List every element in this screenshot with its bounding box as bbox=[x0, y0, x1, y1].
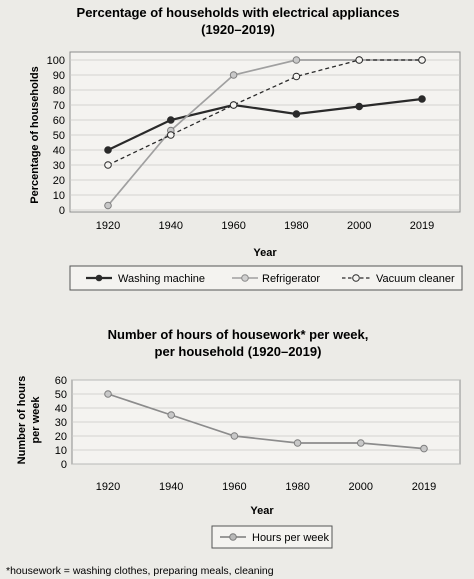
x-tick-1980: 1980 bbox=[285, 481, 309, 493]
chart-2-title: Number of hours of housework* per week, bbox=[108, 327, 369, 342]
y-tick-20: 20 bbox=[53, 175, 65, 187]
legend-item-refrigerator: Refrigerator bbox=[232, 273, 320, 285]
chart-1-y-ticks: 0 10 20 30 40 50 60 70 80 90 100 bbox=[47, 55, 65, 217]
y-tick-80: 80 bbox=[53, 85, 65, 97]
x-tick-2000: 2000 bbox=[347, 220, 371, 232]
point-hours-per-week-1920 bbox=[104, 390, 112, 398]
y-tick-10: 10 bbox=[55, 445, 67, 457]
chart-1: Percentage of households with electrical… bbox=[29, 5, 463, 291]
x-tick-1980: 1980 bbox=[284, 220, 308, 232]
point-refrigerator-1960 bbox=[229, 71, 238, 79]
point-hours-per-week-1980 bbox=[293, 439, 302, 447]
point-washing-machine-1920 bbox=[104, 146, 112, 154]
y-tick-100: 100 bbox=[47, 55, 65, 67]
legend-label-hours-per-week: Hours per week bbox=[252, 532, 330, 544]
x-tick-2019: 2019 bbox=[412, 481, 436, 493]
point-washing-machine-1980 bbox=[292, 110, 301, 118]
chart-2-x-ticks: 1920 1940 1960 1980 2000 2019 bbox=[96, 481, 436, 493]
chart-2: Number of hours of housework* per week, … bbox=[16, 327, 461, 549]
chart-2-y-axis-label-line-2: per week bbox=[30, 396, 42, 444]
chart-1-x-axis-label: Year bbox=[253, 247, 277, 259]
chart-1-x-ticks: 1920 1940 1960 1980 2000 2019 bbox=[96, 220, 434, 232]
legend-item-vacuum-cleaner: Vacuum cleaner bbox=[342, 273, 455, 285]
legend-marker-washing-machine bbox=[95, 274, 103, 282]
chart-2-series bbox=[104, 390, 428, 453]
y-tick-30: 30 bbox=[53, 160, 65, 172]
series-line-hours-per-week bbox=[107, 393, 425, 450]
series-line-washing-machine bbox=[107, 97, 423, 151]
y-tick-0: 0 bbox=[59, 205, 65, 217]
legend-label-vacuum-cleaner: Vacuum cleaner bbox=[376, 273, 455, 285]
point-washing-machine-1940 bbox=[167, 116, 175, 124]
chart-2-y-ticks: 0 10 20 30 40 50 60 bbox=[55, 375, 67, 471]
legend-label-refrigerator: Refrigerator bbox=[262, 273, 320, 285]
chart-1-legend-box bbox=[69, 265, 463, 291]
point-vacuum-cleaner-1980 bbox=[292, 72, 301, 81]
y-tick-90: 90 bbox=[53, 70, 65, 82]
x-tick-2000: 2000 bbox=[349, 481, 373, 493]
point-refrigerator-1920 bbox=[104, 201, 112, 210]
series-vacuum-cleaner bbox=[104, 56, 426, 169]
series-washing-machine bbox=[104, 95, 426, 154]
chart-1-subtitle: (1920–2019) bbox=[201, 22, 275, 37]
y-tick-50: 50 bbox=[55, 389, 67, 401]
chart-1-gridlines bbox=[70, 59, 460, 211]
series-line-vacuum-cleaner bbox=[107, 59, 422, 166]
point-hours-per-week-1940 bbox=[167, 411, 175, 419]
legend-marker-vacuum-cleaner bbox=[352, 274, 360, 282]
point-vacuum-cleaner-1920 bbox=[104, 161, 112, 169]
y-tick-60: 60 bbox=[55, 375, 67, 387]
chart-2-gridlines bbox=[72, 379, 460, 465]
y-tick-40: 40 bbox=[53, 145, 65, 157]
point-hours-per-week-2019 bbox=[420, 444, 428, 453]
y-tick-60: 60 bbox=[53, 115, 65, 127]
point-vacuum-cleaner-2019 bbox=[418, 56, 426, 64]
point-hours-per-week-1960 bbox=[230, 432, 239, 440]
point-washing-machine-2019 bbox=[418, 95, 426, 103]
chart-2-subtitle: per household (1920–2019) bbox=[155, 344, 322, 359]
y-tick-0: 0 bbox=[61, 459, 67, 471]
x-tick-1920: 1920 bbox=[96, 481, 120, 493]
y-tick-30: 30 bbox=[55, 417, 67, 429]
chart-2-legend: Hours per week bbox=[211, 525, 333, 549]
point-hours-per-week-2000 bbox=[357, 439, 365, 447]
point-vacuum-cleaner-2000 bbox=[355, 56, 364, 64]
x-tick-1940: 1940 bbox=[159, 481, 183, 493]
chart-2-x-axis-label: Year bbox=[250, 505, 274, 517]
legend-marker-refrigerator bbox=[241, 274, 249, 282]
y-tick-20: 20 bbox=[55, 431, 67, 443]
x-tick-2019: 2019 bbox=[410, 220, 434, 232]
chart-1-legend: Washing machine Refrigerator Vacuum clea… bbox=[69, 265, 463, 291]
x-tick-1940: 1940 bbox=[159, 220, 183, 232]
point-vacuum-cleaner-1940 bbox=[167, 131, 175, 139]
point-washing-machine-2000 bbox=[355, 102, 364, 111]
y-tick-50: 50 bbox=[53, 130, 65, 142]
chart-1-plot-area bbox=[69, 51, 461, 213]
legend-marker-hours-per-week bbox=[229, 533, 237, 541]
chart-1-y-axis-label: Percentage of households bbox=[29, 66, 41, 204]
series-hours-per-week bbox=[104, 390, 428, 453]
x-tick-1960: 1960 bbox=[221, 220, 245, 232]
chart-1-title: Percentage of households with electrical… bbox=[77, 5, 400, 20]
y-tick-70: 70 bbox=[53, 100, 65, 112]
chart-2-legend-box bbox=[211, 525, 333, 549]
chart-1-series bbox=[104, 56, 426, 210]
y-tick-40: 40 bbox=[55, 403, 67, 415]
footnote: *housework = washing clothes, preparing … bbox=[6, 565, 274, 577]
x-tick-1960: 1960 bbox=[222, 481, 246, 493]
legend-item-washing-machine: Washing machine bbox=[86, 273, 205, 285]
point-refrigerator-1980 bbox=[292, 56, 301, 64]
x-tick-1920: 1920 bbox=[96, 220, 120, 232]
point-vacuum-cleaner-1960 bbox=[229, 101, 238, 109]
legend-label-washing-machine: Washing machine bbox=[118, 273, 205, 285]
chart-2-y-axis-label-line-1: Number of hours bbox=[16, 376, 28, 465]
y-tick-10: 10 bbox=[53, 190, 65, 202]
